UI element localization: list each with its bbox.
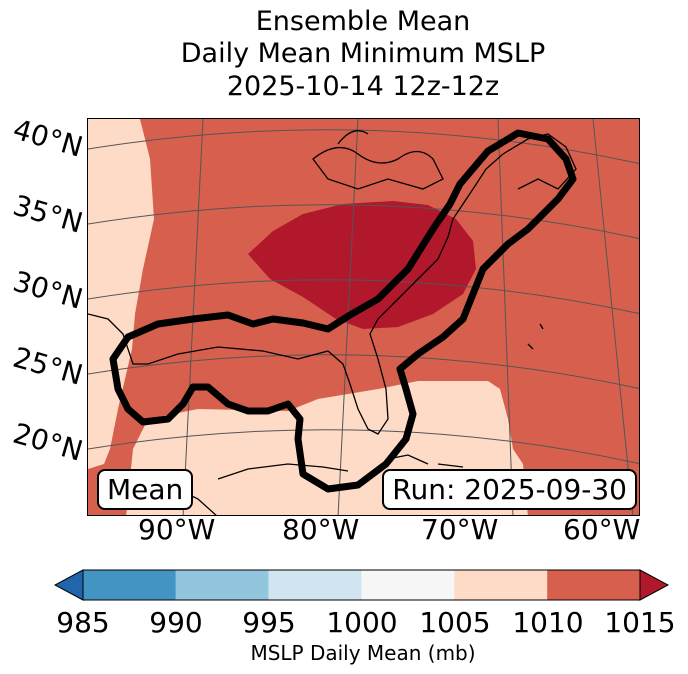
title-line-2: Daily Mean Minimum MSLP — [180, 38, 546, 69]
lat-label-40n: 40°N — [9, 112, 87, 164]
ensemble-contour — [109, 129, 577, 493]
map-panel: Mean Run: 2025-09-30 — [87, 118, 640, 516]
title-line-3: 2025-10-14 12z-12z — [226, 71, 500, 102]
colorbar-frame — [82, 569, 641, 601]
colorbar-tick-990: 990 — [149, 606, 203, 639]
colorbar-extend-high — [639, 569, 670, 601]
colorbar-bin-990-995 — [175, 570, 269, 600]
colorbar-bin-1000-1005 — [361, 570, 455, 600]
lon-label-70w: 70°W — [421, 513, 499, 546]
title-line-1: Ensemble Mean — [255, 6, 471, 37]
colorbar-tick-985: 985 — [56, 606, 110, 639]
colorbar-bin-1010-1015 — [547, 570, 640, 600]
colorbar — [53, 569, 670, 601]
lat-label-35n: 35°N — [9, 188, 87, 240]
field-over-1015 — [248, 201, 476, 329]
lon-label-90w: 90°W — [138, 513, 216, 546]
lon-label-80w: 80°W — [282, 513, 360, 546]
map-svg — [88, 119, 639, 515]
colorbar-tick-1015: 1015 — [604, 606, 676, 639]
lon-label-60w: 60°W — [563, 513, 641, 546]
colorbar-tick-1000: 1000 — [326, 606, 398, 639]
graticule — [88, 119, 639, 515]
colorbar-extend-low — [53, 569, 84, 601]
run-label-box: Run: 2025-09-30 — [382, 469, 637, 510]
lat-label-25n: 25°N — [9, 340, 87, 392]
colorbar-bin-995-1000 — [268, 570, 362, 600]
colorbar-tick-1005: 1005 — [419, 606, 491, 639]
colorbar-bin-1005-1010 — [454, 570, 548, 600]
colorbar-tick-995: 995 — [242, 606, 296, 639]
colorbar-bin-985-990 — [83, 570, 176, 600]
stat-label-box: Mean — [97, 469, 194, 510]
lat-label-20n: 20°N — [9, 416, 87, 468]
colorbar-tick-1010: 1010 — [512, 606, 584, 639]
lat-label-30n: 30°N — [9, 264, 87, 316]
islands — [527, 323, 544, 350]
colorbar-label: MSLP Daily Mean (mb) — [250, 641, 476, 665]
